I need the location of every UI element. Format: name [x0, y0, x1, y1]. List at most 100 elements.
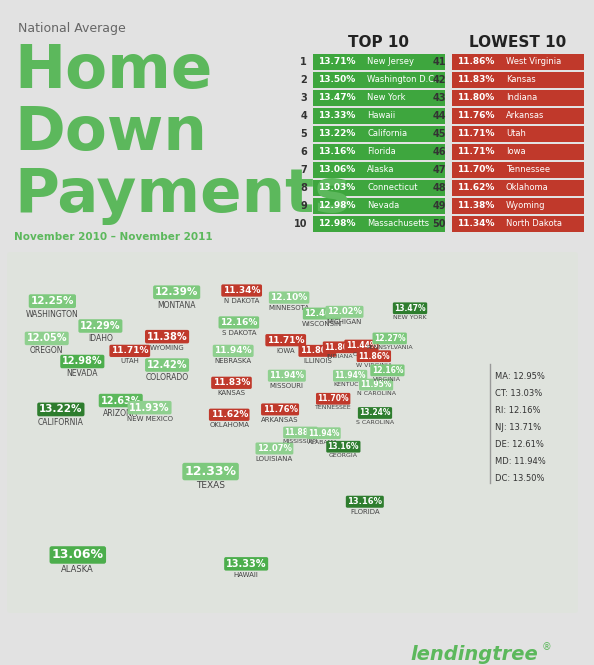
- Text: PENNSYLVANIA: PENNSYLVANIA: [366, 345, 413, 350]
- Text: Connecticut: Connecticut: [367, 184, 418, 192]
- Text: MA: 12.95%: MA: 12.95%: [495, 372, 545, 381]
- Text: ®: ®: [542, 642, 552, 652]
- FancyBboxPatch shape: [452, 180, 584, 196]
- Text: S CAROLINA: S CAROLINA: [356, 420, 394, 425]
- Text: 11.34%: 11.34%: [457, 219, 494, 229]
- Text: 2: 2: [300, 75, 307, 85]
- Text: Florida: Florida: [367, 148, 396, 156]
- Text: 11.70%: 11.70%: [457, 166, 494, 174]
- Text: 11.38%: 11.38%: [457, 201, 494, 211]
- Text: Massachusetts: Massachusetts: [367, 219, 429, 229]
- Text: MINNESOTA: MINNESOTA: [268, 305, 309, 311]
- Text: W VIRGINIA: W VIRGINIA: [356, 363, 392, 368]
- Text: 11.76%: 11.76%: [263, 405, 298, 414]
- Text: 11.80%: 11.80%: [324, 342, 356, 352]
- Text: 11.70%: 11.70%: [317, 394, 349, 403]
- Text: S DAKOTA: S DAKOTA: [222, 330, 256, 336]
- Text: DE: 12.61%: DE: 12.61%: [495, 440, 544, 449]
- Text: 11.71%: 11.71%: [457, 148, 494, 156]
- Text: 11.80%: 11.80%: [300, 346, 335, 355]
- Text: 11.94%: 11.94%: [269, 371, 304, 380]
- Text: KANSAS: KANSAS: [217, 390, 245, 396]
- Text: OREGON: OREGON: [30, 346, 64, 355]
- Text: Indiana: Indiana: [506, 94, 537, 102]
- Text: 49: 49: [432, 201, 446, 211]
- FancyBboxPatch shape: [452, 126, 584, 142]
- Text: 46: 46: [432, 147, 446, 157]
- Text: 41: 41: [432, 57, 446, 67]
- Text: MONTANA: MONTANA: [157, 301, 196, 310]
- Text: 3: 3: [300, 93, 307, 103]
- FancyBboxPatch shape: [313, 144, 445, 160]
- Text: 13.06%: 13.06%: [318, 166, 355, 174]
- Text: 11.95%: 11.95%: [361, 380, 392, 389]
- Text: 12.10%: 12.10%: [270, 293, 308, 302]
- Text: 13.47%: 13.47%: [318, 94, 356, 102]
- Text: 11.86%: 11.86%: [358, 352, 390, 360]
- Text: Washington D.C.: Washington D.C.: [367, 76, 437, 84]
- Text: MICHIGAN: MICHIGAN: [327, 319, 362, 325]
- Text: 48: 48: [432, 183, 446, 193]
- Text: 12.42%: 12.42%: [147, 360, 187, 370]
- Text: VIRGINIA: VIRGINIA: [374, 377, 402, 382]
- Text: 11.83%: 11.83%: [457, 76, 494, 84]
- Text: 11.80%: 11.80%: [457, 94, 494, 102]
- Text: 8: 8: [300, 183, 307, 193]
- FancyBboxPatch shape: [452, 90, 584, 106]
- Text: UTAH: UTAH: [121, 358, 139, 364]
- Text: 11.71%: 11.71%: [111, 346, 148, 355]
- Text: California: California: [367, 130, 407, 138]
- Text: Kansas: Kansas: [506, 76, 536, 84]
- FancyBboxPatch shape: [452, 108, 584, 124]
- FancyBboxPatch shape: [452, 198, 584, 214]
- Text: CALIFORNIA: CALIFORNIA: [38, 418, 84, 427]
- Text: FLORIDA: FLORIDA: [350, 509, 380, 515]
- Text: 11.62%: 11.62%: [210, 410, 248, 419]
- Text: 12.05%: 12.05%: [27, 333, 67, 343]
- Text: DC: 13.50%: DC: 13.50%: [495, 474, 545, 483]
- Text: 12.25%: 12.25%: [31, 296, 74, 306]
- Text: GEORGIA: GEORGIA: [329, 454, 358, 458]
- Text: Nevada: Nevada: [367, 201, 399, 211]
- Text: IOWA: IOWA: [276, 348, 295, 354]
- Text: Home: Home: [14, 42, 213, 101]
- Text: 11.94%: 11.94%: [308, 429, 339, 438]
- Text: Iowa: Iowa: [506, 148, 526, 156]
- Text: West Virginia: West Virginia: [506, 57, 561, 66]
- Text: 13.33%: 13.33%: [226, 559, 267, 569]
- Text: 12.98%: 12.98%: [318, 219, 355, 229]
- Text: New Jersey: New Jersey: [367, 57, 414, 66]
- Text: 6: 6: [300, 147, 307, 157]
- Text: November 2010 – November 2011: November 2010 – November 2011: [14, 232, 213, 242]
- Text: 12.63%: 12.63%: [100, 396, 141, 406]
- Text: 13.24%: 13.24%: [359, 408, 391, 418]
- FancyBboxPatch shape: [313, 108, 445, 124]
- Text: ALABAMA: ALABAMA: [308, 440, 339, 445]
- Text: Tennessee: Tennessee: [506, 166, 550, 174]
- Text: ARIZONA: ARIZONA: [103, 408, 138, 418]
- Text: 11.76%: 11.76%: [457, 112, 494, 120]
- Text: 11.83%: 11.83%: [213, 378, 250, 387]
- Text: KENTUCKY: KENTUCKY: [333, 382, 366, 388]
- Text: N CAROLINA: N CAROLINA: [356, 391, 396, 396]
- Text: lendingtree: lendingtree: [410, 645, 538, 664]
- Text: ILLINOIS: ILLINOIS: [303, 358, 331, 364]
- Text: 13.33%: 13.33%: [318, 112, 355, 120]
- Text: Wyoming: Wyoming: [506, 201, 545, 211]
- Text: 11.86%: 11.86%: [457, 57, 494, 66]
- Text: RI: 12.16%: RI: 12.16%: [495, 406, 541, 415]
- Text: 42: 42: [432, 75, 446, 85]
- Text: National Average: National Average: [18, 22, 126, 35]
- Text: 12.16%: 12.16%: [220, 318, 258, 327]
- Text: 12.98%: 12.98%: [318, 201, 355, 211]
- Text: 11.93%: 11.93%: [129, 402, 170, 413]
- FancyBboxPatch shape: [452, 162, 584, 178]
- Text: 13.03%: 13.03%: [318, 184, 355, 192]
- Text: 44: 44: [432, 111, 446, 121]
- Text: MD: 11.94%: MD: 11.94%: [495, 457, 546, 466]
- Text: 10: 10: [293, 219, 307, 229]
- FancyBboxPatch shape: [313, 162, 445, 178]
- Text: ARKANSAS: ARKANSAS: [261, 416, 299, 422]
- Text: TEXAS: TEXAS: [196, 481, 225, 490]
- Text: 45: 45: [432, 129, 446, 139]
